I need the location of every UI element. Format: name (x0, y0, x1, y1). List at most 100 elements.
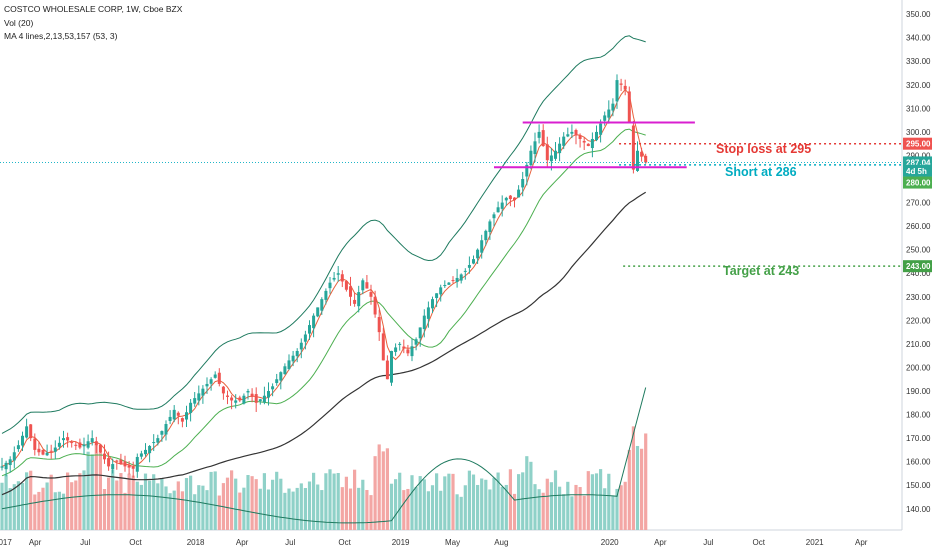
volume-bar (115, 480, 119, 530)
volume-bar (533, 484, 537, 530)
volume-bar (61, 493, 66, 530)
candle-body (291, 355, 295, 362)
candle-body (504, 197, 508, 201)
volume-bar (258, 488, 262, 530)
candle-body (308, 325, 311, 334)
candle-body (549, 155, 553, 162)
ma157-line (1, 191, 647, 496)
x-tick-label: Aug (494, 538, 508, 547)
volume-bar (439, 490, 443, 530)
candle-body (373, 296, 377, 315)
y-tick-label: 220.00 (906, 316, 931, 325)
volume-bar (209, 471, 213, 530)
candle-body (49, 450, 53, 452)
candle-body (590, 138, 594, 149)
volume-bar (271, 479, 275, 530)
candle-body (320, 299, 324, 311)
volume-bar (234, 478, 238, 530)
x-tick-label: Apr (654, 538, 667, 547)
volume-bar (381, 451, 385, 530)
volume-bar (373, 456, 377, 530)
candle-body (246, 391, 250, 393)
volume-bar (57, 491, 61, 530)
candle-body (406, 349, 410, 354)
volume-bar (529, 461, 533, 530)
candle-body (62, 438, 65, 441)
volume-bar (463, 485, 467, 530)
candle-body (377, 317, 381, 333)
candle-body (287, 360, 291, 370)
volume-bar (316, 484, 320, 530)
candle-body (4, 462, 8, 470)
y-tick-label: 330.00 (906, 57, 931, 66)
candle-body (390, 350, 393, 383)
candle-body (381, 333, 385, 361)
volume-bar (525, 456, 529, 530)
candle-body (582, 140, 586, 143)
volume-bar (389, 483, 394, 530)
candle-body (332, 277, 336, 280)
candle-body (250, 393, 254, 397)
volume-bar (201, 485, 205, 530)
volume-bar (545, 478, 549, 530)
candle-body (144, 449, 147, 455)
candle-body (148, 445, 152, 454)
volume-bar (78, 473, 82, 530)
candle-body (160, 431, 164, 435)
volume-bar (74, 480, 78, 530)
candle-body (578, 135, 582, 139)
volume-bar (500, 486, 504, 530)
candle-body (176, 412, 180, 416)
volume-bar (49, 474, 53, 530)
price-tag (903, 176, 932, 189)
candle-body (525, 164, 529, 177)
volume-bar (496, 472, 500, 530)
candle-body (385, 360, 389, 380)
volume-bar (426, 491, 430, 530)
candle-body (209, 379, 213, 384)
volume-bar (443, 476, 447, 530)
candle-body (369, 292, 373, 297)
volume-bar (549, 482, 553, 530)
x-tick-label: Oct (338, 538, 351, 547)
candle-body (0, 466, 4, 468)
candle-body (492, 214, 496, 219)
volume-bar (348, 488, 353, 530)
volume-bar (184, 478, 189, 530)
price-tag (903, 260, 932, 273)
volume-bar (574, 484, 578, 530)
volume-bar (599, 469, 603, 530)
volume-bar (603, 488, 607, 530)
volume-bar (172, 490, 176, 530)
volume-bar (631, 426, 635, 530)
volume-bar (578, 487, 582, 530)
volume-bar (303, 488, 307, 530)
candle-body (529, 150, 533, 166)
volume-bar (70, 482, 74, 530)
candle-body (295, 350, 299, 357)
volume-bar (385, 448, 389, 530)
candle-body (455, 277, 459, 282)
volume-bar (143, 473, 148, 530)
candle-body (570, 131, 574, 134)
lower-band-line (1, 387, 647, 524)
candle-body (574, 130, 578, 136)
candle-body (193, 398, 197, 404)
volume-bar (94, 444, 98, 530)
y-tick-label: 200.00 (906, 363, 931, 372)
volume-bar (225, 477, 230, 530)
volume-bar (176, 481, 180, 530)
candle-body (283, 366, 287, 375)
volume-bar (492, 477, 496, 530)
candle-body (262, 395, 266, 403)
candle-body (336, 273, 340, 275)
candle-body (299, 342, 303, 350)
volume-bar (29, 470, 33, 530)
volume-bar (517, 474, 521, 530)
volume-bar (213, 471, 217, 530)
candle-body (234, 400, 238, 403)
candle-body (513, 197, 516, 201)
candle-body (615, 80, 619, 102)
candle-body (435, 293, 439, 299)
